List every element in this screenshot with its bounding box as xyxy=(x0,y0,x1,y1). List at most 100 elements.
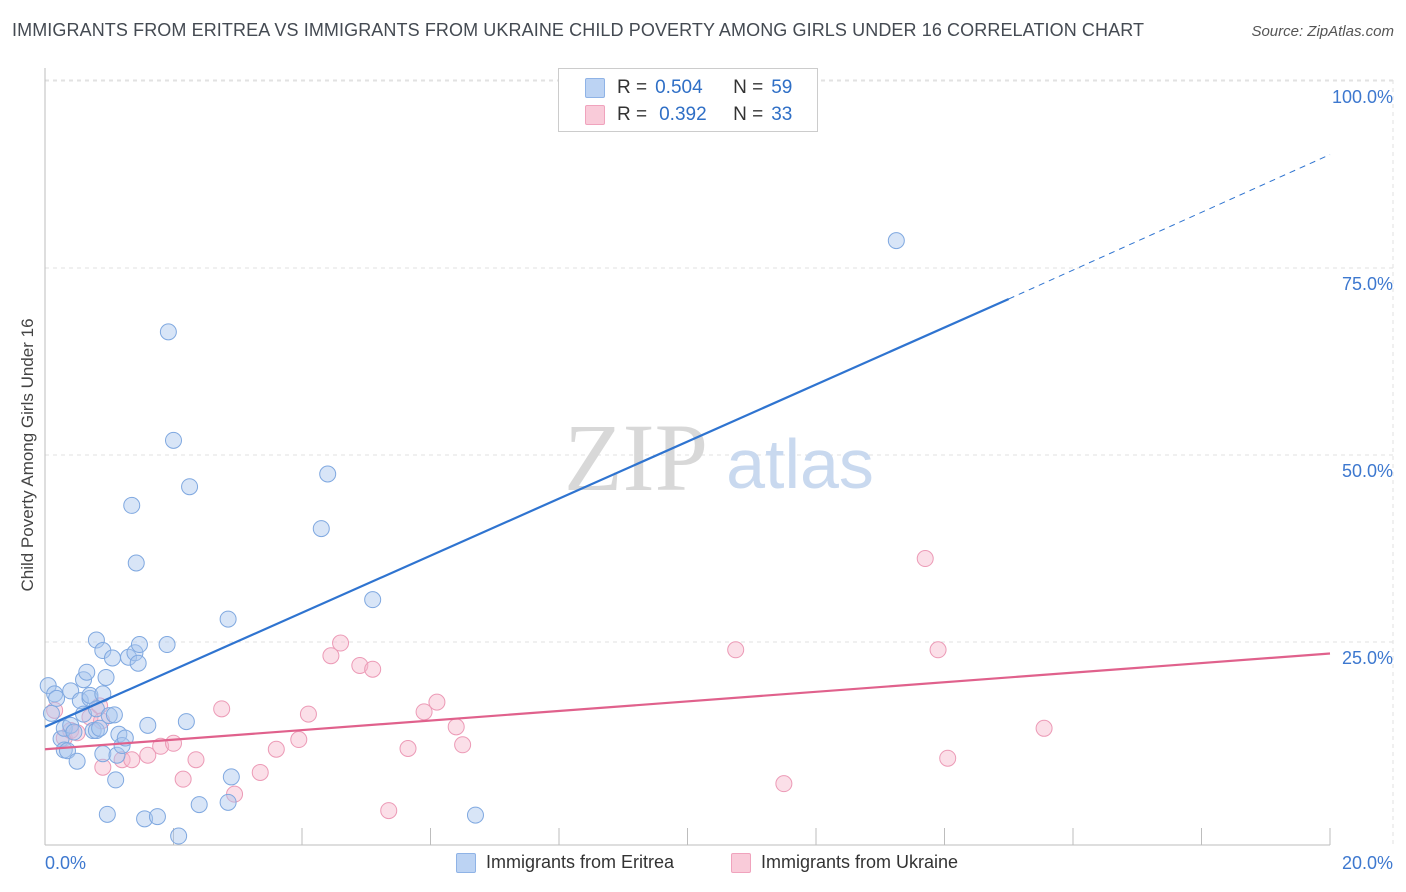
eritrea-point xyxy=(177,713,195,731)
y-tick-label: 50.0% xyxy=(1342,461,1393,481)
eritrea-point xyxy=(159,323,177,341)
eritrea-point xyxy=(170,827,188,845)
eritrea-point xyxy=(108,746,126,764)
ukraine-point xyxy=(139,746,157,764)
y-tick-label: 25.0% xyxy=(1342,648,1393,668)
watermark-atlas: atlas xyxy=(726,425,874,503)
eritrea-point xyxy=(181,478,199,496)
eritrea-point xyxy=(94,745,112,763)
eritrea-n-value: 59 xyxy=(771,77,793,98)
eritrea-point xyxy=(126,644,144,662)
ukraine-point xyxy=(415,703,433,721)
ukraine-point xyxy=(1035,719,1053,737)
ukraine-point xyxy=(213,700,231,718)
ukraine-n-label: N = xyxy=(733,104,764,125)
ukraine-trend-line xyxy=(44,652,1331,751)
eritrea-trend-line xyxy=(44,297,1010,728)
eritrea-point xyxy=(42,704,60,722)
legend-eritrea-label: Immigrants from Eritrea xyxy=(486,852,675,872)
ukraine-point xyxy=(929,641,947,659)
legend-row-ukraine: R = 0.392 N = 33 xyxy=(585,104,792,126)
eritrea-point xyxy=(107,771,125,789)
eritrea-point xyxy=(87,631,105,649)
eritrea-point xyxy=(312,520,330,538)
eritrea-point xyxy=(222,768,240,786)
ukraine-point xyxy=(251,763,269,781)
eritrea-point xyxy=(98,805,116,823)
eritrea-point xyxy=(165,431,182,449)
ukraine-point xyxy=(152,737,170,755)
eritrea-point xyxy=(48,689,66,707)
ukraine-point xyxy=(380,802,398,820)
eritrea-point xyxy=(148,808,166,826)
eritrea-trend-extension xyxy=(1008,154,1331,300)
ukraine-n-value: 33 xyxy=(771,104,793,125)
ukraine-point xyxy=(454,736,472,754)
ukraine-r-label: R = xyxy=(617,104,648,125)
ukraine-point xyxy=(939,749,957,767)
grid-lines xyxy=(45,79,1394,845)
eritrea-point xyxy=(139,716,157,734)
eritrea-swatch xyxy=(585,78,605,98)
ukraine-point xyxy=(113,751,131,769)
axes xyxy=(44,68,1331,846)
eritrea-point xyxy=(105,706,123,724)
eritrea-point xyxy=(78,663,96,681)
legend-item-ukraine: Immigrants from Ukraine xyxy=(731,852,958,873)
ukraine-swatch xyxy=(585,105,605,125)
ukraine-point xyxy=(916,550,934,568)
eritrea-r-value: 0.504 xyxy=(655,77,703,98)
ukraine-point xyxy=(727,641,745,659)
x-tick-label: 0.0% xyxy=(45,853,86,873)
eritrea-point xyxy=(136,810,154,828)
eritrea-point xyxy=(129,654,147,672)
tick-labels: 25.0% 50.0% 75.0% 100.0% 0.0% 20.0% xyxy=(45,87,1393,873)
eritrea-point xyxy=(190,796,208,814)
ukraine-point xyxy=(351,656,369,674)
correlation-legend: R = 0.504 N = 59 R = 0.392 N = 33 xyxy=(558,68,818,132)
eritrea-point xyxy=(319,465,337,483)
legend-row-eritrea: R = 0.504 N = 59 xyxy=(585,77,792,99)
ukraine-point xyxy=(332,634,350,652)
legend-eritrea-swatch xyxy=(456,852,476,873)
ukraine-point xyxy=(299,705,317,723)
eritrea-point xyxy=(127,554,145,572)
chart-title: IMMIGRANTS FROM ERITREA VS IMMIGRANTS FR… xyxy=(12,20,1145,40)
ukraine-point xyxy=(322,647,340,665)
series-legend: Immigrants from Eritrea Immigrants from … xyxy=(0,852,1406,876)
legend-item-eritrea: Immigrants from Eritrea xyxy=(456,852,674,873)
eritrea-point xyxy=(91,719,109,737)
eritrea-point xyxy=(68,752,86,770)
eritrea-point xyxy=(219,793,237,811)
ukraine-point xyxy=(399,740,417,758)
eritrea-point xyxy=(123,496,141,514)
eritrea-point xyxy=(158,636,176,654)
ukraine-point xyxy=(364,660,382,678)
eritrea-n-label: N = xyxy=(733,77,764,98)
watermark-zip: ZIP xyxy=(564,404,708,511)
series-eritrea-points xyxy=(39,232,905,845)
eritrea-point xyxy=(887,232,905,250)
legend-ukraine-label: Immigrants from Ukraine xyxy=(761,852,959,872)
legend-ukraine-swatch xyxy=(731,852,751,873)
ukraine-r-value: 0.392 xyxy=(659,104,707,125)
y-axis-label: Child Poverty Among Girls Under 16 xyxy=(18,318,37,592)
eritrea-point xyxy=(65,723,83,741)
source-label: Source: ZipAtlas.com xyxy=(1251,23,1394,40)
watermark: ZIP atlas xyxy=(564,404,874,511)
eritrea-point xyxy=(364,591,382,609)
ukraine-point xyxy=(187,751,205,769)
eritrea-point xyxy=(219,610,237,628)
ukraine-point xyxy=(174,770,192,788)
x-tick-label: 20.0% xyxy=(1342,853,1393,873)
ukraine-point xyxy=(428,693,446,711)
ukraine-point xyxy=(123,751,141,769)
y-tick-label: 75.0% xyxy=(1342,274,1393,294)
trend-lines xyxy=(44,154,1331,751)
eritrea-point xyxy=(87,722,105,740)
eritrea-r-label: R = xyxy=(617,77,648,98)
ukraine-point xyxy=(447,718,465,736)
eritrea-point xyxy=(103,649,121,667)
ukraine-point xyxy=(165,734,182,752)
